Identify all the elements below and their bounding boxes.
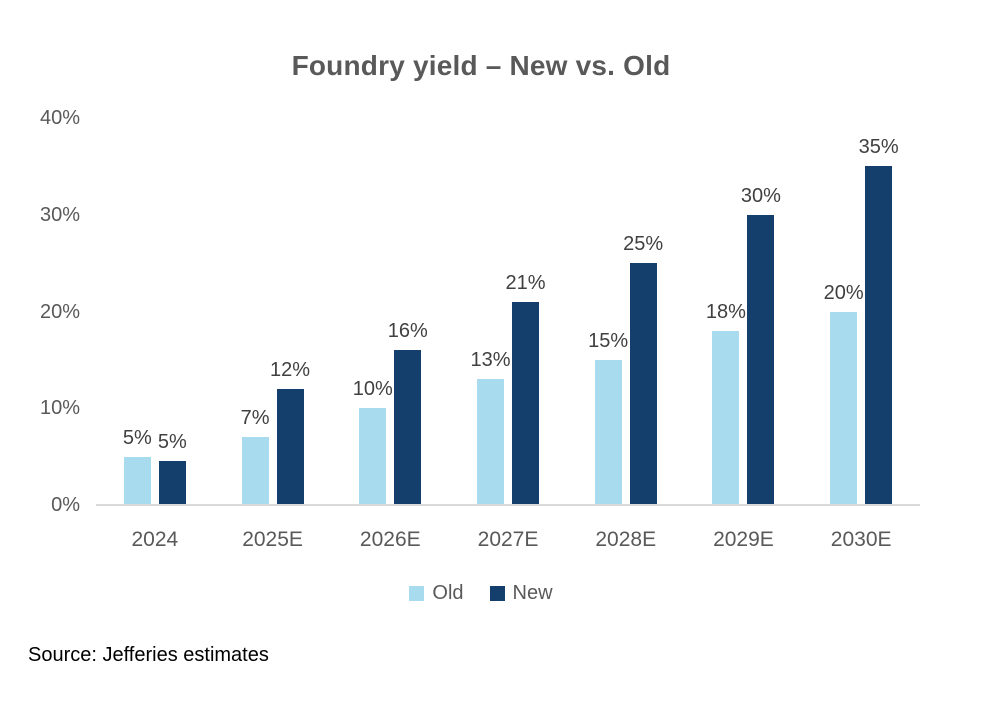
bar-new-2027e: 21%	[505, 272, 546, 505]
x-axis-label-2027e: 2027E	[477, 528, 539, 551]
legend-item-new: New	[489, 582, 553, 605]
bar-data-label: 30%	[740, 184, 781, 207]
bar-data-label: 35%	[858, 136, 899, 159]
bar-data-label: 5%	[157, 430, 187, 453]
bar-data-label: 10%	[352, 378, 393, 401]
bar-new-2030e: 35%	[859, 136, 899, 505]
bar-data-label: 20%	[823, 281, 864, 304]
source-note: Source: Jefferies estimates	[28, 644, 269, 666]
bar-new-2029e: 30%	[741, 185, 781, 505]
bar-old-2026e: 10%	[353, 378, 393, 505]
legend-swatch-old-icon	[409, 586, 425, 601]
bar-data-label: 13%	[470, 349, 511, 372]
x-axis: 2024 2025E 2026E 2027E 2028E 2029E 2030E	[96, 528, 920, 552]
y-axis-tick-label: 0%	[51, 494, 80, 516]
y-axis-tick-label: 40%	[39, 107, 80, 129]
bar-old-2029e: 18%	[706, 301, 746, 505]
bar-group-2029e: 18% 30%	[685, 118, 803, 505]
bar-group-2028e: 15% 25%	[567, 118, 685, 505]
bar-group-2025e: 7% 12%	[214, 118, 332, 505]
bar-group-2026e: 10% 16%	[331, 118, 449, 505]
legend-item-old: Old	[409, 582, 464, 605]
legend-label-old: Old	[432, 582, 464, 604]
bar-new-2028e: 25%	[623, 233, 663, 505]
bar-old-2027e: 13%	[470, 349, 511, 505]
bar-old-2030e: 20%	[824, 282, 864, 505]
x-axis-line	[96, 504, 920, 506]
legend: Old New	[0, 582, 962, 605]
bar-data-label: 16%	[387, 320, 428, 343]
legend-swatch-new-icon	[489, 586, 505, 601]
x-axis-label-2029e: 2029E	[713, 528, 774, 551]
bar-new-2024: 5%	[158, 431, 187, 505]
bar-data-label: 7%	[240, 407, 270, 430]
x-axis-label-2030e: 2030E	[830, 528, 892, 551]
y-axis-tick-label: 20%	[39, 300, 80, 323]
x-axis-label-2025e: 2025E	[242, 528, 303, 551]
plot-area: 5% 5% 7% 12% 10% 16% 13% 21% 15% 25% 18% 30% 20% 35%	[96, 118, 920, 505]
legend-label-new: New	[512, 582, 553, 604]
x-axis-label-2026e: 2026E	[359, 528, 421, 551]
bar-data-label: 25%	[623, 233, 664, 256]
bar-data-label: 18%	[705, 300, 746, 323]
bar-data-label: 21%	[505, 271, 546, 294]
bar-group-2027e: 13% 21%	[449, 118, 567, 505]
y-axis-tick-label: 30%	[39, 203, 80, 226]
bar-old-2024: 5%	[123, 427, 152, 505]
bar-group-2030e: 20% 35%	[802, 118, 920, 505]
bar-data-label: 12%	[270, 358, 311, 381]
bar-old-2028e: 15%	[588, 330, 628, 505]
bar-new-2025e: 12%	[270, 359, 310, 505]
chart-title: Foundry yield – New vs. Old	[291, 50, 671, 81]
bar-old-2025e: 7%	[241, 407, 270, 505]
x-axis-label-2028e: 2028E	[595, 528, 657, 551]
bar-new-2026e: 16%	[388, 320, 428, 505]
bar-data-label: 5%	[122, 426, 152, 449]
x-axis-label-2024: 2024	[131, 528, 179, 551]
y-axis-tick-label: 10%	[39, 397, 80, 420]
bar-group-2024: 5% 5%	[96, 118, 214, 505]
bar-data-label: 15%	[588, 329, 629, 352]
